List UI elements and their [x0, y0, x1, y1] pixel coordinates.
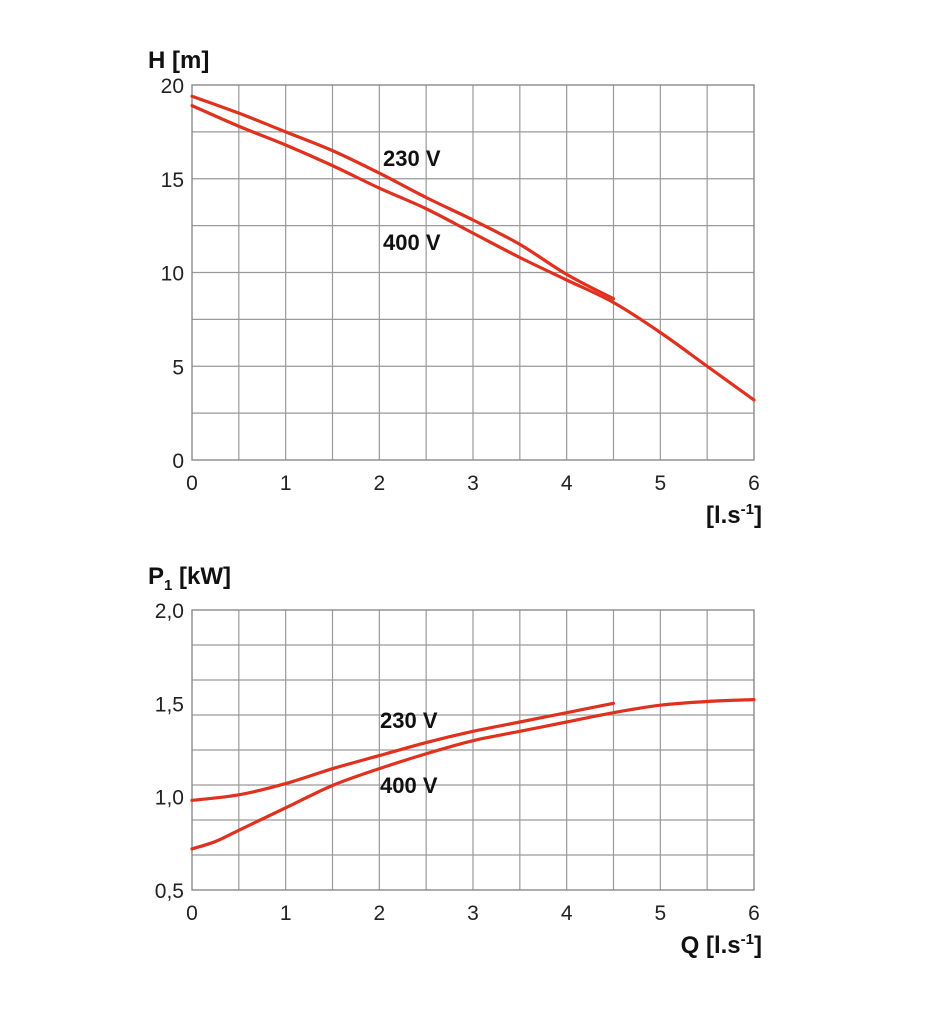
y-tick-label: 0 [172, 450, 184, 473]
series-label: 230 V [383, 146, 441, 171]
x-tick-label: 5 [654, 472, 666, 495]
series-label: 400 V [380, 773, 438, 798]
x-tick-label: 3 [467, 902, 479, 925]
y-tick-label: 5 [172, 356, 184, 379]
y-tick-label: 2,0 [155, 600, 184, 623]
y-tick-label: 1,0 [155, 787, 184, 810]
x-tick-label: 5 [654, 902, 666, 925]
series-line-230v [190, 701, 616, 802]
plot-frame [191, 84, 755, 461]
x-tick-label: 2 [373, 902, 385, 925]
x-axis-title: Q [l.s-1] [681, 931, 762, 959]
chart-power: 0 1 2 3 4 5 6 0,5 1,0 1,5 2,0 P1 [kW] Q [l.s-1] 230 V… [148, 563, 762, 959]
x-tick-label: 1 [280, 472, 292, 495]
series-line-230v [190, 94, 616, 301]
chart-head: 0 1 2 3 4 5 6 0 5 10 15 20H [m] [l.s-1] 230 V 400 V [148, 47, 762, 529]
series-line-400v [190, 104, 756, 402]
x-tick-label: 6 [748, 472, 760, 495]
x-tick-label: 4 [561, 472, 573, 495]
y-tick-label: 20 [161, 75, 184, 98]
series-label: 400 V [383, 230, 441, 255]
x-tick-label: 6 [748, 902, 760, 925]
x-tick-label: 2 [373, 472, 385, 495]
y-tick-label: 15 [161, 169, 184, 192]
x-tick-label: 0 [186, 472, 198, 495]
y-axis-title: P1 [kW] [148, 563, 231, 594]
x-tick-label: 0 [186, 902, 198, 925]
y-axis-title: H [m] [148, 47, 209, 74]
series-line-400v [190, 698, 756, 851]
y-tick-label: 10 [161, 263, 184, 286]
x-tick-label: 3 [467, 472, 479, 495]
plot-frame [191, 609, 755, 891]
y-tick-label: 0,5 [155, 880, 184, 903]
x-tick-label: 1 [280, 902, 292, 925]
series-label: 230 V [380, 708, 438, 733]
x-axis-title: [l.s-1] [706, 501, 762, 529]
y-tick-label: 1,5 [155, 693, 184, 716]
x-tick-label: 4 [561, 902, 573, 925]
